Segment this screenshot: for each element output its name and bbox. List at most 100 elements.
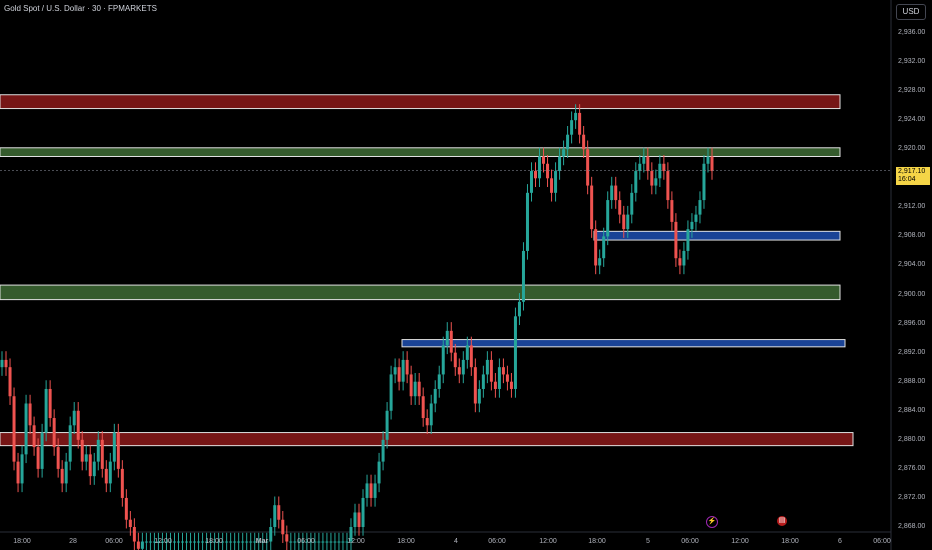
candle-body — [24, 403, 28, 455]
candle-body — [233, 541, 237, 543]
candle-body — [12, 396, 16, 462]
price-tick-label: 2,872.00 — [898, 493, 926, 501]
candle-body — [209, 541, 213, 543]
candle-body — [321, 541, 325, 543]
price-tick-label: 2,900.00 — [898, 290, 926, 298]
candle-body — [100, 439, 104, 469]
lightning-event-icon[interactable]: ⚡ — [706, 516, 718, 528]
candle-body — [421, 396, 425, 419]
time-tick-label: 06:00 — [488, 538, 506, 545]
candle-body — [28, 403, 32, 426]
candle-body — [662, 163, 666, 172]
price-tick-label: 2,876.00 — [898, 464, 926, 472]
candle-body — [76, 410, 80, 440]
candle-body — [108, 461, 112, 484]
time-tick-label: 06:00 — [681, 538, 699, 545]
candle-body — [477, 388, 481, 404]
candle-body — [481, 374, 485, 389]
price-tick-label: 2,924.00 — [898, 116, 926, 124]
candle-body — [485, 359, 489, 375]
candle-body — [457, 367, 461, 375]
currency-button[interactable]: USD — [896, 4, 926, 20]
zone-mid-blue — [593, 230, 841, 241]
candle-body — [429, 403, 433, 426]
price-tick-label: 2,932.00 — [898, 58, 926, 66]
candle-body — [473, 367, 477, 404]
candle-body — [489, 359, 493, 382]
candle-body — [417, 381, 421, 397]
candle-body — [385, 410, 389, 440]
us-flag-event-icon[interactable]: ▤ — [777, 516, 787, 526]
candle-body — [465, 345, 469, 360]
candle-body — [269, 527, 273, 542]
candle-body — [281, 519, 285, 535]
candle-body — [449, 330, 453, 353]
candle-body — [104, 468, 108, 484]
time-tick-label: 18:00 — [13, 538, 31, 545]
time-tick-label: 12:00 — [154, 538, 172, 545]
candle-body — [554, 171, 558, 193]
candle-body — [586, 149, 590, 186]
candle-body — [164, 541, 168, 543]
price-tick-label: 2,888.00 — [898, 377, 926, 385]
candle-body — [309, 541, 313, 543]
candle-body — [365, 483, 369, 498]
price-tick-label: 2,884.00 — [898, 406, 926, 414]
symbol-title: Gold Spot / U.S. Dollar · 30 · FPMARKETS — [4, 4, 157, 13]
candle-body — [682, 250, 686, 266]
zone-upper-green — [0, 147, 841, 157]
candle-body — [706, 156, 710, 164]
candle-body — [128, 519, 132, 527]
candle-body — [44, 388, 48, 433]
candle-body — [493, 381, 497, 389]
time-tick-label: 6 — [838, 538, 842, 545]
candle-body — [16, 461, 20, 484]
candle-body — [201, 541, 205, 543]
candle-body — [369, 483, 373, 498]
candle-body — [221, 541, 225, 543]
price-tick-label: 2,868.00 — [898, 523, 926, 530]
time-tick-label: 06:00 — [873, 538, 891, 545]
candle-body — [341, 541, 345, 543]
price-tick-label: 2,908.00 — [898, 232, 926, 240]
candle-body — [690, 221, 694, 230]
candle-body — [670, 200, 674, 222]
current-price-countdown: 16:04 — [898, 176, 916, 183]
time-tick-label: 4 — [454, 538, 458, 545]
candle-body — [602, 236, 606, 259]
candle-body — [409, 374, 413, 397]
candle-body — [64, 461, 68, 484]
candle-body — [56, 447, 60, 469]
candle-body — [20, 454, 24, 484]
candle-body — [525, 192, 529, 251]
candle-body — [666, 171, 670, 201]
candle-body — [606, 200, 610, 237]
candle-body — [112, 432, 116, 462]
current-price-value: 2,917.10 — [898, 168, 926, 175]
time-tick-label: 5 — [646, 538, 650, 545]
candle-body — [642, 156, 646, 164]
candle-body — [140, 541, 144, 549]
candle-body — [48, 388, 52, 419]
candle-body — [197, 541, 201, 543]
candle-body — [213, 541, 217, 543]
candle-body — [566, 134, 570, 150]
candle-body — [8, 367, 12, 397]
candle-body — [674, 221, 678, 259]
candle-body — [377, 461, 381, 484]
candle-body — [277, 505, 281, 520]
candle-body — [397, 367, 401, 382]
candle-body — [678, 258, 682, 266]
candle-body — [534, 171, 538, 179]
candle-body — [373, 483, 377, 498]
candle-body — [265, 541, 269, 543]
candle-body — [92, 461, 96, 477]
price-tick-label: 2,896.00 — [898, 319, 926, 327]
candle-body — [116, 432, 120, 469]
candle-body — [60, 468, 64, 484]
price-tick-label: 2,880.00 — [898, 435, 926, 443]
candle-body — [433, 388, 437, 404]
candle-body — [176, 541, 180, 543]
